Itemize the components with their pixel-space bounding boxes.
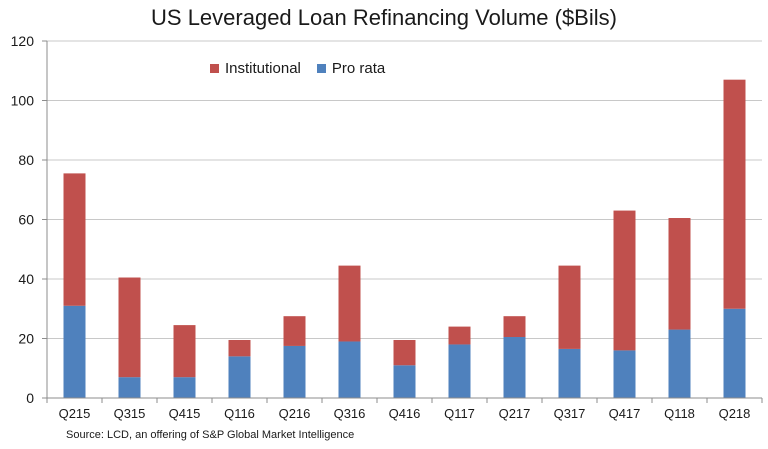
- x-tick-label-q416: Q416: [389, 406, 421, 421]
- legend-label-pro-rata: Pro rata: [331, 60, 386, 77]
- bar-pro-rata-q417: [613, 350, 636, 398]
- bar-pro-rata-q117: [448, 344, 471, 398]
- bar-pro-rata-q416: [393, 365, 416, 398]
- bar-institutional-q416: [393, 339, 416, 366]
- y-tick-label-80: 80: [18, 152, 34, 168]
- bar-pro-rata-q315: [118, 377, 141, 398]
- x-tick-label-q117: Q117: [444, 406, 475, 421]
- bar-pro-rata-q215: [63, 305, 86, 398]
- x-tick-label-q317: Q317: [554, 406, 586, 421]
- bar-institutional-q217: [503, 316, 526, 338]
- x-tick-label-q315: Q315: [114, 406, 146, 421]
- chart-title: US Leveraged Loan Refinancing Volume ($B…: [151, 5, 617, 30]
- legend-swatch-institutional: [210, 64, 219, 73]
- bar-institutional-q117: [448, 326, 471, 345]
- source-note: Source: LCD, an offering of S&P Global M…: [66, 429, 355, 441]
- bar-institutional-q316: [338, 265, 361, 342]
- x-tick-label-q116: Q116: [224, 406, 255, 421]
- legend-label-institutional: Institutional: [225, 60, 301, 77]
- y-tick-label-0: 0: [26, 390, 34, 406]
- x-tick-label-q316: Q316: [334, 406, 366, 421]
- bar-pro-rata-q118: [668, 329, 691, 398]
- bar-institutional-q415: [173, 325, 196, 378]
- x-tick-label-q415: Q415: [169, 406, 201, 421]
- y-tick-label-20: 20: [18, 331, 34, 347]
- bar-pro-rata-q216: [283, 345, 306, 398]
- bar-institutional-q118: [668, 218, 691, 330]
- x-tick-label-q216: Q216: [279, 406, 311, 421]
- legend-item-pro-rata: Pro rata: [316, 60, 386, 77]
- bar-pro-rata-q217: [503, 337, 526, 398]
- x-tick-label-q118: Q118: [664, 406, 695, 421]
- legend-item-institutional: Institutional: [210, 60, 301, 77]
- y-axis: 0 20 40 60 80 100 120: [11, 33, 48, 406]
- gridlines: [47, 40, 762, 339]
- bar-institutional-q215: [63, 173, 86, 306]
- y-tick-label-40: 40: [18, 271, 34, 287]
- bars: [63, 79, 746, 398]
- legend: Institutional Pro rata: [210, 60, 401, 77]
- bar-pro-rata-q116: [228, 356, 251, 398]
- x-axis: Q215 Q315 Q415 Q116 Q216 Q316 Q416 Q117 Q217 Q317…: [46, 397, 763, 421]
- legend-swatch-pro-rata: [316, 64, 326, 73]
- bar-pro-rata-q415: [173, 377, 196, 398]
- bar-institutional-q417: [613, 210, 636, 351]
- y-tick-label-120: 120: [11, 33, 35, 49]
- bar-institutional-q317: [558, 265, 581, 349]
- bar-pro-rata-q316: [338, 341, 361, 398]
- x-tick-label-q215: Q215: [59, 406, 91, 421]
- bar-institutional-q218: [723, 79, 746, 309]
- x-tick-label-q218: Q218: [719, 406, 751, 421]
- y-tick-label-100: 100: [11, 93, 35, 109]
- x-tick-label-q217: Q217: [499, 406, 531, 421]
- y-tick-label-60: 60: [18, 212, 34, 228]
- bar-pro-rata-q218: [723, 308, 746, 398]
- bar-institutional-q315: [118, 277, 141, 378]
- bar-institutional-q216: [283, 316, 306, 346]
- x-tick-label-q417: Q417: [609, 406, 641, 421]
- bar-institutional-q116: [228, 339, 251, 357]
- bar-pro-rata-q317: [558, 348, 581, 398]
